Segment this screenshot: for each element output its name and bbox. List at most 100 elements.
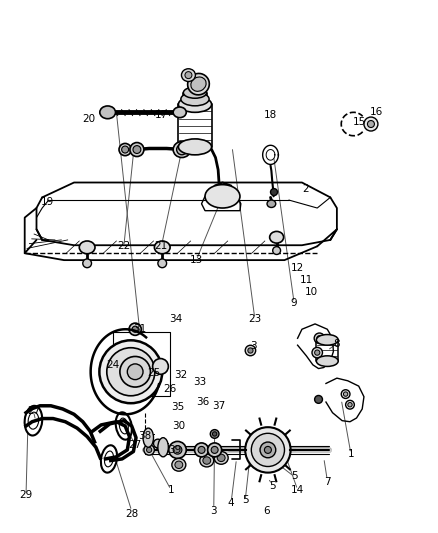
Text: 15: 15 [353,117,366,127]
Ellipse shape [316,356,338,367]
Ellipse shape [173,107,186,118]
Text: 25: 25 [147,368,160,378]
Circle shape [208,443,222,457]
Circle shape [130,142,144,157]
Ellipse shape [172,458,186,471]
Text: 36: 36 [196,397,209,407]
Circle shape [312,348,322,358]
Text: 12: 12 [291,263,304,272]
Text: 7: 7 [324,477,331,487]
Ellipse shape [143,428,153,447]
Circle shape [119,143,131,156]
Text: 23: 23 [248,313,261,324]
Circle shape [212,432,217,436]
Circle shape [133,146,141,154]
Ellipse shape [200,454,214,467]
Ellipse shape [184,87,207,98]
Circle shape [367,120,374,127]
Text: 5: 5 [269,481,276,490]
Text: 26: 26 [163,384,177,394]
Circle shape [152,359,168,374]
Text: 18: 18 [264,110,277,120]
Circle shape [248,348,253,353]
Ellipse shape [154,241,170,254]
Text: 21: 21 [155,241,168,251]
Text: 2: 2 [302,184,309,195]
Text: 19: 19 [41,197,54,207]
Circle shape [127,364,143,379]
Text: 37: 37 [212,401,226,411]
Ellipse shape [173,446,182,454]
Ellipse shape [191,77,206,91]
Circle shape [317,336,322,341]
Ellipse shape [173,142,191,158]
Circle shape [99,340,162,403]
Text: 6: 6 [264,506,270,516]
Circle shape [107,348,155,396]
Text: 29: 29 [19,490,33,500]
Ellipse shape [175,461,183,469]
Circle shape [346,400,354,409]
Text: 31: 31 [133,324,146,334]
Circle shape [314,395,322,403]
Circle shape [364,117,378,131]
Ellipse shape [187,74,209,95]
Ellipse shape [267,200,276,207]
Text: 24: 24 [107,360,120,370]
Text: 34: 34 [170,313,183,324]
Text: 32: 32 [174,370,187,381]
Circle shape [177,144,187,155]
Text: 22: 22 [117,241,131,251]
Text: 9: 9 [291,297,297,308]
Circle shape [83,259,92,268]
Circle shape [210,430,219,438]
Text: 38: 38 [138,431,152,441]
Text: 20: 20 [82,114,95,124]
Text: 5: 5 [291,472,297,481]
Ellipse shape [214,451,228,464]
Circle shape [341,390,350,399]
Text: 8: 8 [334,338,340,349]
Circle shape [198,447,205,454]
Ellipse shape [217,454,225,462]
Ellipse shape [181,92,209,106]
Ellipse shape [158,438,168,457]
Circle shape [120,357,150,387]
Ellipse shape [181,69,195,82]
Circle shape [211,447,218,454]
Ellipse shape [100,106,116,119]
Ellipse shape [169,441,186,458]
Circle shape [185,71,192,78]
Circle shape [260,442,276,458]
Text: 13: 13 [190,255,203,265]
Text: 3: 3 [210,506,217,516]
Circle shape [129,323,141,335]
Circle shape [153,439,162,448]
Text: 28: 28 [125,508,138,519]
Circle shape [158,259,166,268]
Ellipse shape [178,139,212,155]
Circle shape [265,447,272,454]
Circle shape [194,443,208,457]
Ellipse shape [178,96,212,112]
Circle shape [147,447,152,453]
Circle shape [314,333,325,343]
Circle shape [314,350,320,355]
Ellipse shape [203,457,211,464]
Text: 33: 33 [193,377,206,387]
Ellipse shape [316,335,338,345]
Ellipse shape [79,241,95,254]
Circle shape [348,402,352,407]
Ellipse shape [270,231,284,243]
Circle shape [273,247,281,254]
Circle shape [132,326,138,332]
Text: 14: 14 [291,485,304,495]
Ellipse shape [205,184,240,208]
Circle shape [343,392,348,396]
Circle shape [245,345,256,356]
Text: 16: 16 [370,107,383,117]
Text: 35: 35 [171,402,184,413]
Text: 5: 5 [242,495,248,505]
Circle shape [271,189,278,196]
Circle shape [251,433,285,466]
